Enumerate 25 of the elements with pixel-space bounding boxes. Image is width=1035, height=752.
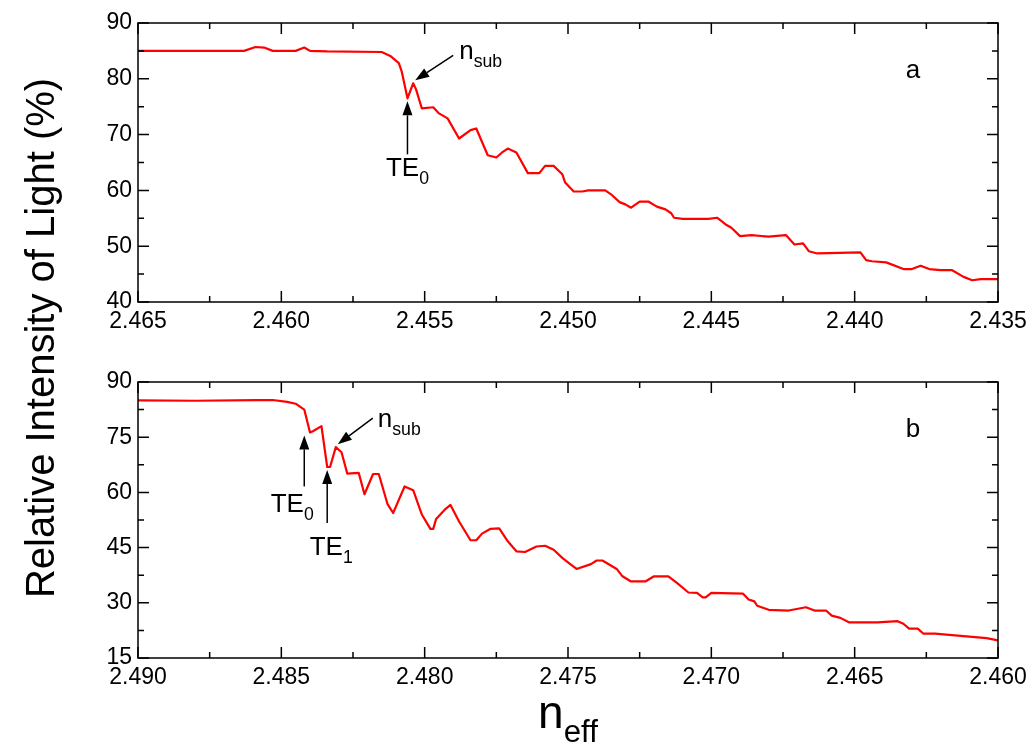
y-tick-label: 70	[106, 119, 132, 146]
y-tick-label: 75	[106, 422, 132, 449]
x-tick-label: 2.460	[969, 663, 1027, 690]
x-tick-label: 2.440	[825, 307, 884, 334]
y-tick-label: 80	[106, 64, 132, 91]
x-tick-label: 2.475	[539, 663, 597, 690]
x-tick-label: 2.450	[539, 307, 597, 334]
annotation: a	[905, 54, 921, 84]
y-tick-label: 45	[106, 532, 132, 559]
y-axis-title: Relative Intensity of Light (%)	[17, 77, 63, 599]
x-tick-label: 2.455	[395, 307, 454, 334]
x-tick-label: 2.470	[682, 663, 741, 690]
x-tick-label: 2.480	[395, 663, 454, 690]
x-tick-label: 2.435	[969, 307, 1027, 334]
y-tick-label: 90	[106, 8, 132, 35]
x-tick-label: 2.460	[252, 307, 311, 334]
y-tick-label: 50	[106, 231, 132, 258]
y-tick-label: 60	[106, 477, 132, 504]
x-tick-label: 2.465	[825, 663, 884, 690]
y-tick-label: 30	[106, 588, 132, 615]
y-tick-label: 60	[106, 175, 132, 202]
y-tick-label: 90	[106, 367, 132, 394]
x-tick-label: 2.445	[682, 307, 741, 334]
annotation: b	[905, 413, 921, 443]
x-tick-label: 2.485	[252, 663, 311, 690]
